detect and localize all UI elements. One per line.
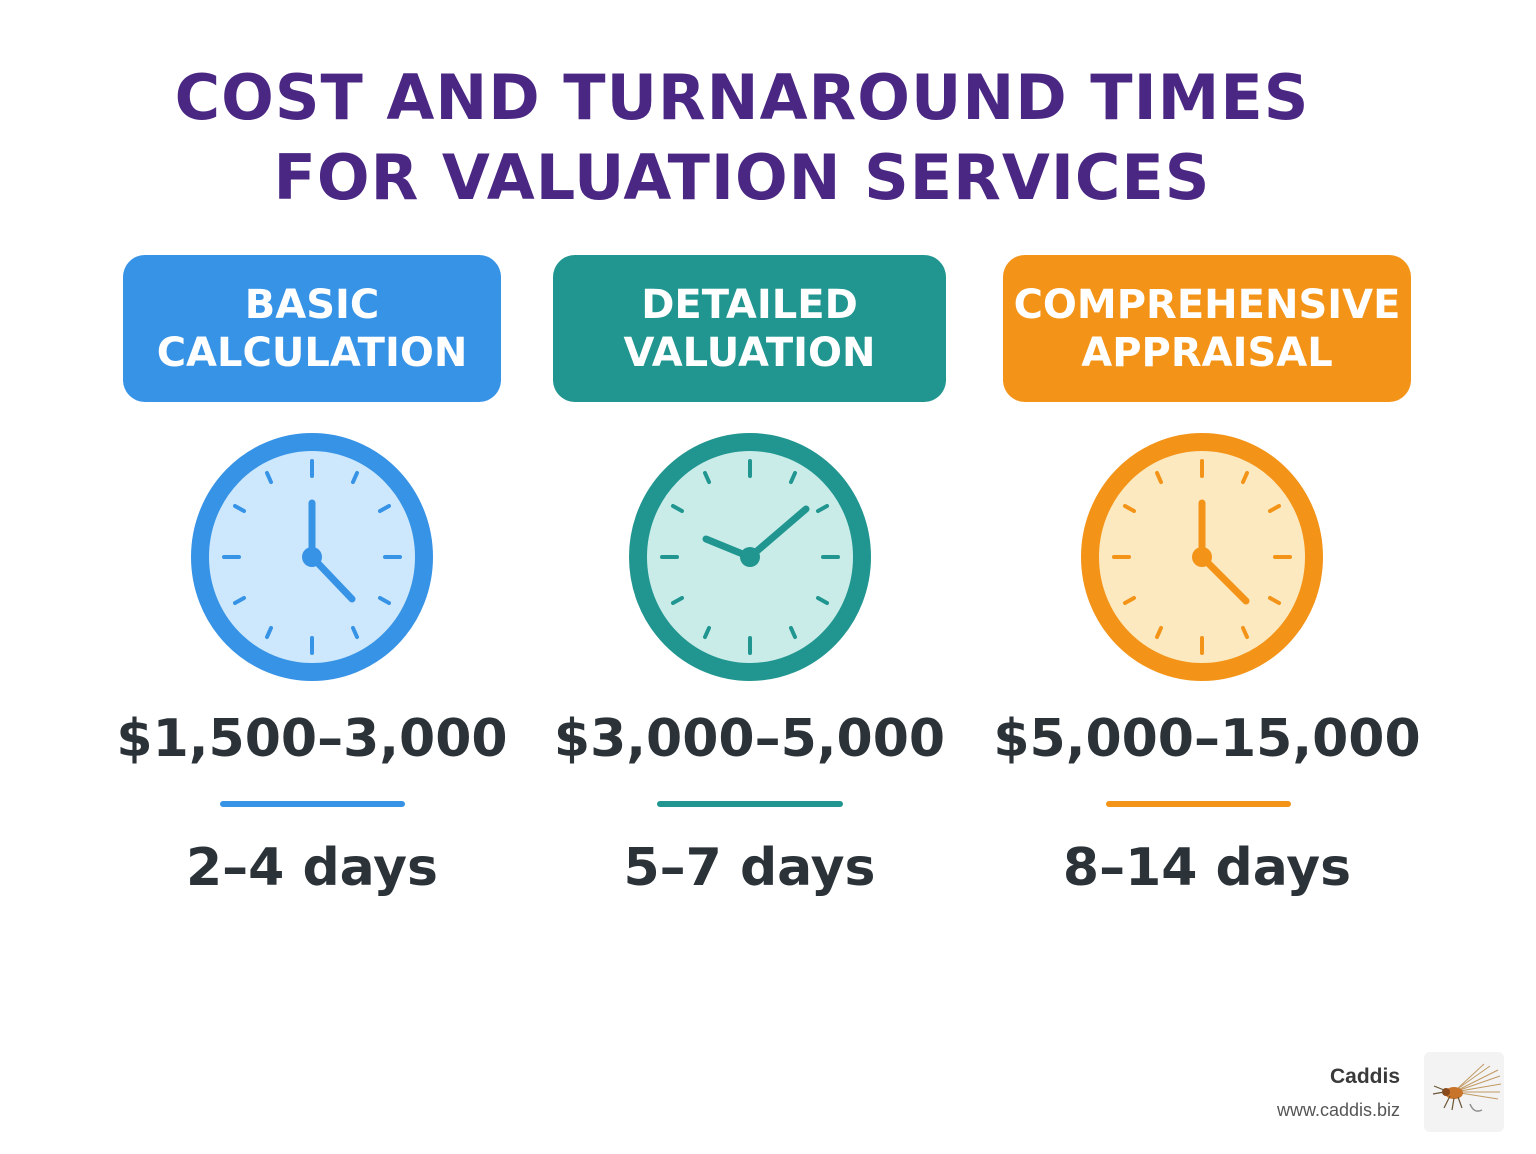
service-detailed-valuation: DETAILED VALUATION $3,000–5,000 5–7 days: [553, 255, 946, 915]
page-title: COST AND TURNAROUND TIMES FOR VALUATION …: [0, 58, 1484, 218]
price-range: $1,500–3,000: [116, 709, 508, 769]
turnaround-time: 2–4 days: [185, 838, 439, 898]
divider: [657, 801, 843, 807]
price-range: $3,000–5,000: [553, 709, 946, 769]
brand-block: Caddis www.caddis.biz: [1277, 1063, 1400, 1125]
divider: [1106, 801, 1291, 807]
title-line-1: COST AND TURNAROUND TIMES: [174, 61, 1310, 134]
caddis-fly-icon: [1432, 1063, 1502, 1112]
service-comprehensive-appraisal: COMPREHENSIVE APPRAISAL $5,000–15,000 8–…: [993, 255, 1421, 915]
service-name-line-2: APPRAISAL: [1081, 329, 1333, 376]
title-line-2: FOR VALUATION SERVICES: [273, 141, 1211, 214]
service-name-line-2: CALCULATION: [156, 329, 468, 376]
service-name-line-1: DETAILED: [641, 281, 858, 328]
service-name-line-1: COMPREHENSIVE: [1013, 281, 1401, 328]
service-name-line-1: BASIC: [244, 281, 380, 328]
clock-icon: [191, 433, 433, 681]
turnaround-time: 5–7 days: [623, 838, 876, 898]
service-header: BASIC CALCULATION: [123, 255, 501, 402]
service-header: DETAILED VALUATION: [553, 255, 946, 402]
caddis-fly-logo-icon: [1424, 1052, 1504, 1132]
clock-icon: [629, 433, 871, 681]
turnaround-time: 8–14 days: [1062, 838, 1352, 898]
price-range: $5,000–15,000: [993, 709, 1421, 769]
service-basic-calculation: BASIC CALCULATION $1,500–3,000 2–4 days: [116, 255, 508, 915]
brand-url: www.caddis.biz: [1276, 1100, 1400, 1120]
service-header: COMPREHENSIVE APPRAISAL: [1003, 255, 1411, 402]
clock-icon: [1081, 433, 1323, 681]
divider: [220, 801, 405, 807]
service-name-line-2: VALUATION: [623, 329, 876, 376]
brand-name: Caddis: [1329, 1065, 1400, 1088]
